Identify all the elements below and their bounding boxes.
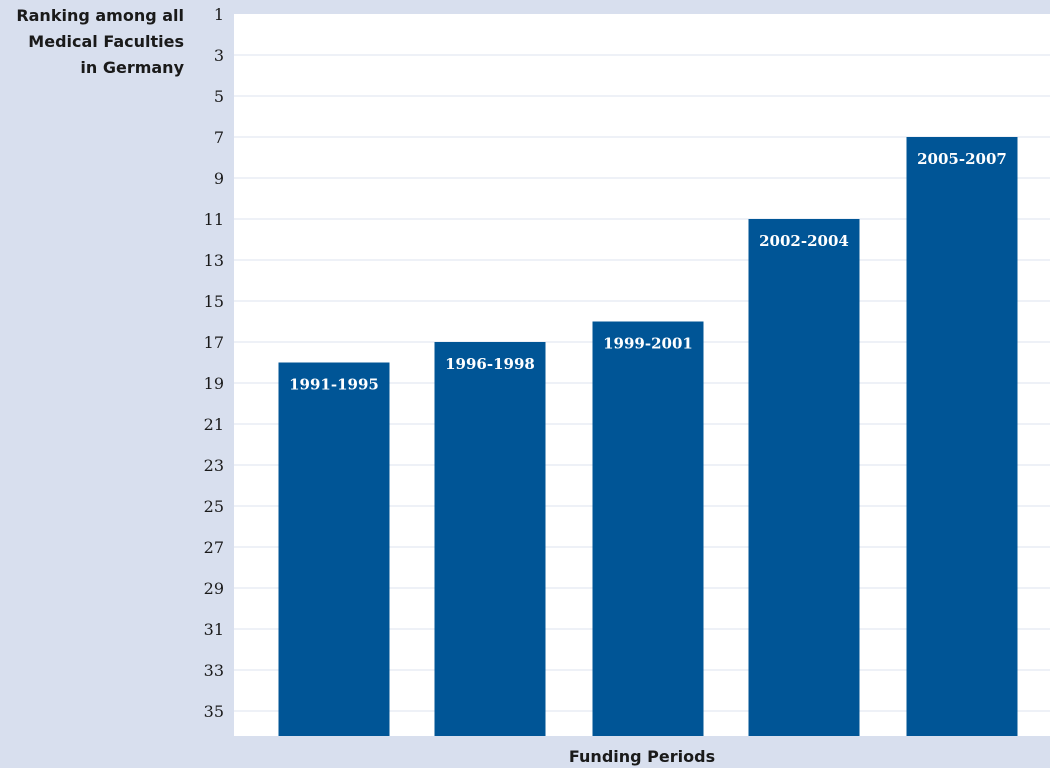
x-axis-label: Funding Periods <box>569 747 715 766</box>
y-tick-label-21: 21 <box>204 415 224 434</box>
y-tick-label-27: 27 <box>204 538 224 557</box>
y-tick-label-15: 15 <box>204 292 224 311</box>
y-tick-label-9: 9 <box>214 169 224 188</box>
bar-label-1996-1998: 1996-1998 <box>445 355 535 373</box>
y-tick-label-5: 5 <box>214 87 224 106</box>
y-tick-label-23: 23 <box>204 456 224 475</box>
bar-1999-2001 <box>592 321 704 736</box>
y-axis-label-line-1: Ranking among all <box>16 6 184 25</box>
y-tick-label-29: 29 <box>204 579 224 598</box>
bar-label-2005-2007: 2005-2007 <box>917 150 1007 168</box>
y-axis-label-line-2: Medical Faculties <box>28 32 184 51</box>
y-tick-label-25: 25 <box>204 497 224 516</box>
y-tick-label-35: 35 <box>204 702 224 721</box>
y-tick-label-1: 1 <box>214 5 224 24</box>
bar-1996-1998 <box>434 342 546 736</box>
y-axis-label-line-3: in Germany <box>80 58 184 77</box>
bar-label-1991-1995: 1991-1995 <box>289 376 379 394</box>
y-tick-label-17: 17 <box>204 333 224 352</box>
y-tick-label-31: 31 <box>204 620 224 639</box>
bar-label-1999-2001: 1999-2001 <box>603 335 693 353</box>
y-tick-label-7: 7 <box>214 128 224 147</box>
y-tick-label-13: 13 <box>204 251 224 270</box>
bar-1991-1995 <box>278 362 390 736</box>
bar-label-2002-2004: 2002-2004 <box>759 232 849 250</box>
bars: 1991-1995 1996-1998 1999-2001 2002-2004 2005… <box>278 137 1018 736</box>
y-tick-label-33: 33 <box>204 661 224 680</box>
y-tick-label-11: 11 <box>204 210 224 229</box>
y-tick-label-19: 19 <box>204 374 224 393</box>
bar-2002-2004 <box>748 219 860 736</box>
y-tick-label-3: 3 <box>214 46 224 65</box>
bar-2005-2007 <box>906 137 1018 736</box>
